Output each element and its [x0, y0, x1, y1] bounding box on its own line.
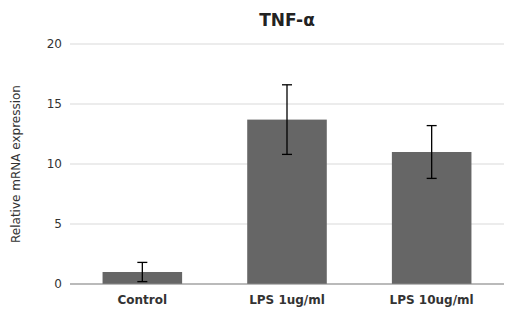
error-bar [137, 262, 147, 281]
chart-svg: 0 5 10 15 20 Control LPS 1ug/ml LPS 10ug/ml TNF-… [0, 0, 520, 328]
error-bar-stem [431, 126, 432, 179]
y-axis-label: Relative mRNA expression [9, 85, 23, 243]
error-bar [427, 126, 437, 179]
error-bar-cap [137, 262, 147, 263]
error-bar-cap [282, 154, 292, 155]
error-bar-stem [286, 85, 287, 155]
error-bar-stem [142, 262, 143, 281]
x-axis-line [70, 284, 504, 285]
error-bar-cap [137, 281, 147, 282]
y-tick-label: 0 [54, 277, 62, 291]
error-bar-cap [427, 178, 437, 179]
x-tick-label: Control [118, 293, 168, 307]
y-tick-label: 5 [54, 217, 62, 231]
page: {"chart_data": {"type": "bar", "title": … [0, 0, 520, 328]
plot-area [103, 85, 472, 284]
grid-line [70, 44, 504, 45]
x-tick-label: LPS 1ug/ml [249, 293, 325, 307]
error-bar-cap [282, 84, 292, 85]
grid-line [70, 284, 504, 285]
error-bar-cap [427, 125, 437, 126]
y-tick-label: 15 [47, 97, 62, 111]
y-tick-label: 20 [47, 37, 62, 51]
grid [70, 44, 504, 284]
title: TNF-α [259, 10, 315, 30]
error-bar [282, 85, 292, 155]
chart-container: 0 5 10 15 20 Control LPS 1ug/ml LPS 10ug/ml TNF-… [0, 0, 520, 328]
y-tick-label: 10 [47, 157, 62, 171]
x-tick-label: LPS 10ug/ml [390, 293, 474, 307]
